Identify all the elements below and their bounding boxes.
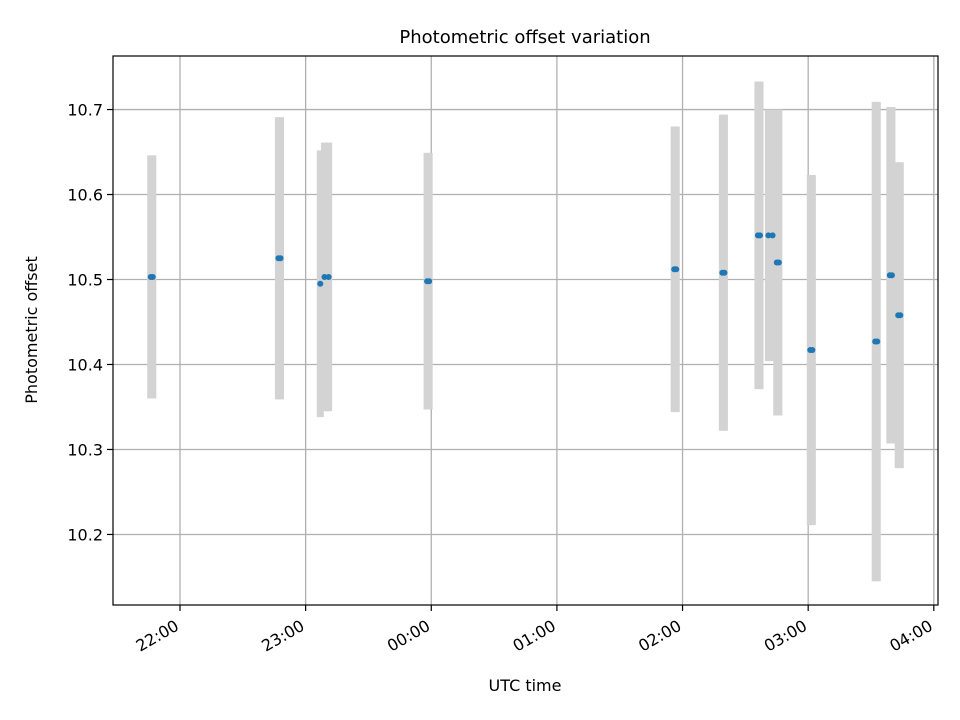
data-point <box>888 272 895 279</box>
plot-frame <box>112 55 939 606</box>
y-tick-label: 10.7 <box>67 101 103 120</box>
y-tick-label: 10.3 <box>67 440 103 459</box>
data-point <box>426 278 433 285</box>
data-point <box>809 347 816 354</box>
y-axis-ticks: 10.2 10.3 10.4 10.5 10.6 10.7 <box>67 101 113 544</box>
data-point <box>721 269 728 276</box>
y-tick-label: 10.2 <box>67 525 103 544</box>
data-point <box>765 232 772 239</box>
data-point <box>149 273 156 280</box>
data-point <box>775 259 782 266</box>
data-point <box>673 266 680 273</box>
data-point <box>277 255 284 262</box>
data-point <box>874 338 881 345</box>
data-point <box>325 273 332 280</box>
x-axis-label: UTC time <box>489 676 562 695</box>
data-points <box>147 232 904 354</box>
y-tick-label: 10.4 <box>67 355 103 374</box>
data-point <box>321 273 328 280</box>
y-axis-label: Photometric offset <box>22 256 41 404</box>
chart-title: Photometric offset variation <box>399 27 650 48</box>
data-point <box>757 232 764 239</box>
data-point <box>769 232 776 239</box>
data-point <box>317 280 324 287</box>
y-tick-label: 10.5 <box>67 271 103 290</box>
data-point <box>897 312 904 319</box>
y-tick-label: 10.6 <box>67 186 103 205</box>
